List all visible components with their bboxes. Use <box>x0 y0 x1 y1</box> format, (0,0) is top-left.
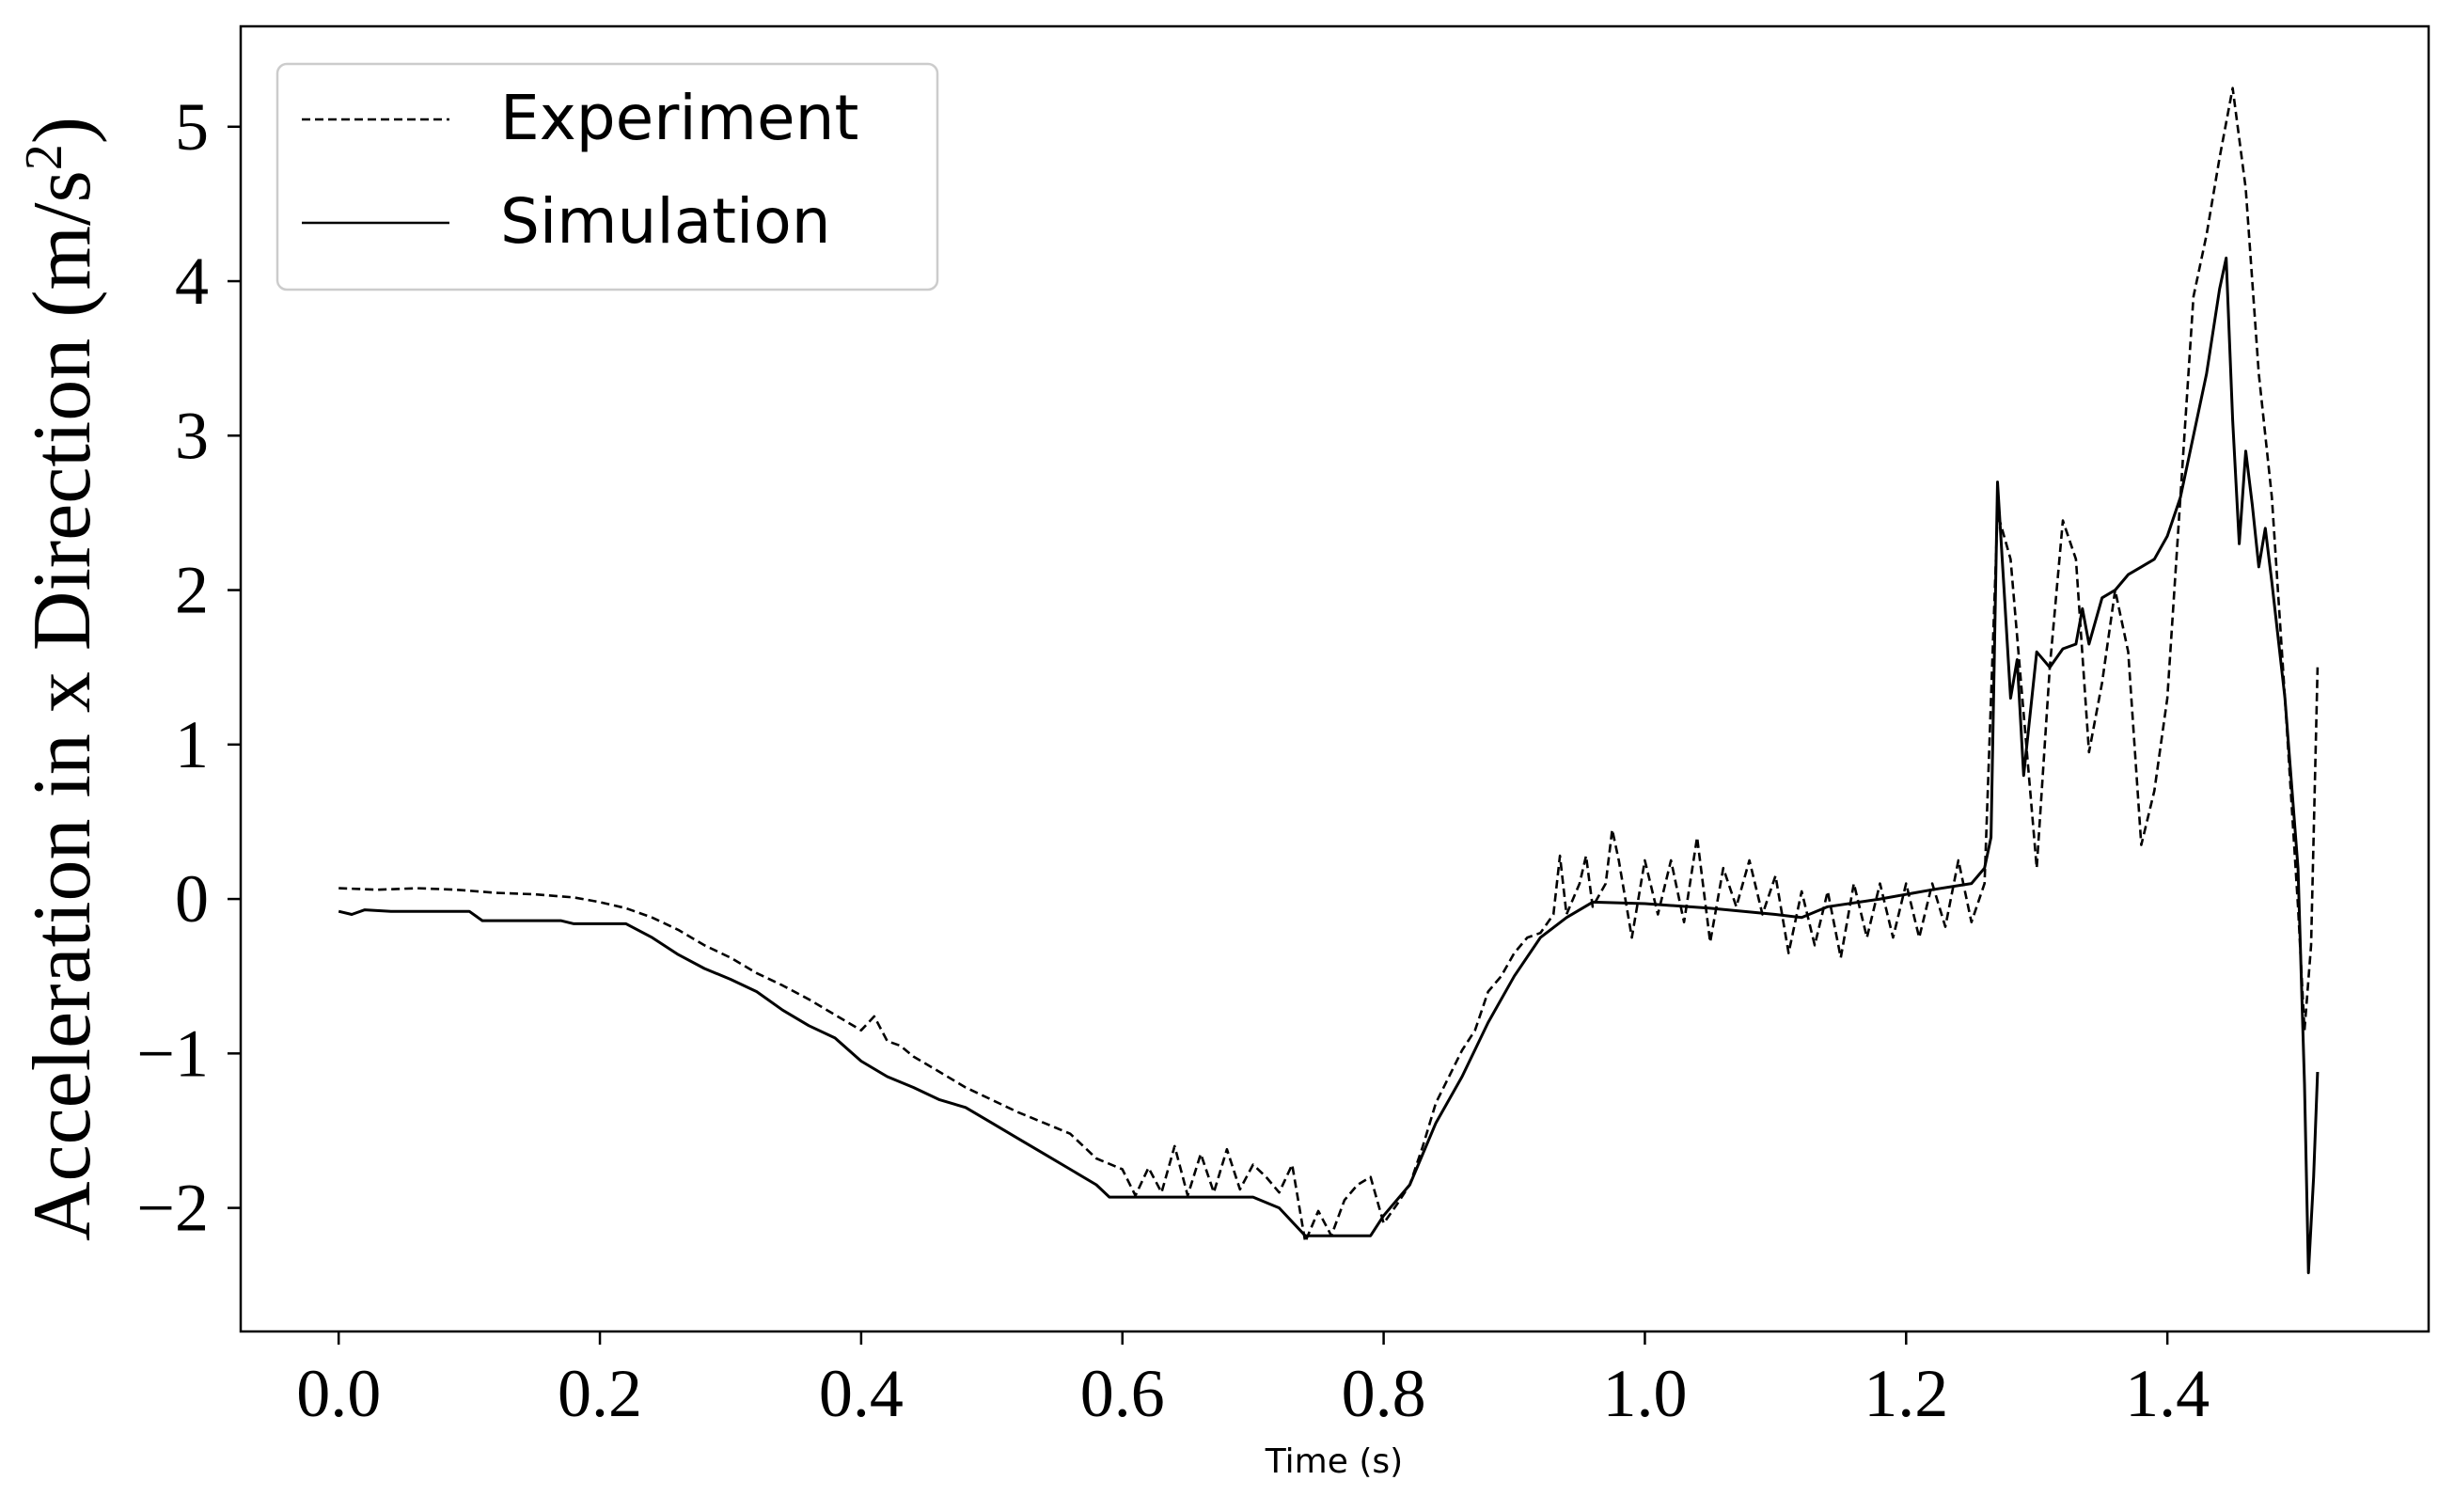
x-tick-label: 0.4 <box>819 1356 904 1431</box>
x-tick-label: 0.0 <box>296 1356 381 1431</box>
y-tick-label: 3 <box>175 398 209 473</box>
series-layer <box>338 87 2320 1275</box>
legend: Experiment Simulation <box>275 62 939 291</box>
y-axis-label-close: ) <box>17 117 108 144</box>
x-tick-label: 0.6 <box>1080 1356 1165 1431</box>
y-tick-label: 4 <box>175 244 209 319</box>
series-experiment-line <box>338 87 2320 1243</box>
x-tick-label: 1.0 <box>1602 1356 1687 1431</box>
y-tick-label: −1 <box>136 1016 209 1091</box>
x-tick-label: 1.4 <box>2125 1356 2210 1431</box>
legend-experiment-label: Experiment <box>500 82 858 154</box>
y-axis-label-superscript: 2 <box>15 144 73 170</box>
y-tick-label: 0 <box>175 861 209 937</box>
y-tick-label: −2 <box>136 1171 209 1246</box>
x-axis-label: Time (s) <box>1265 1442 1403 1481</box>
x-tick-label: 0.8 <box>1342 1356 1426 1431</box>
x-tick-label: 0.2 <box>558 1356 642 1431</box>
y-axis-label-main: Acceleration in x Direction (m/s <box>17 170 108 1241</box>
x-tick-label: 1.2 <box>1864 1356 1948 1431</box>
y-tick-label: 2 <box>175 553 209 628</box>
y-axis-label: Acceleration in x Direction (m/s2) <box>15 117 108 1241</box>
y-axis-ticks: −2 −1 0 1 2 3 4 5 <box>136 89 241 1246</box>
y-tick-label: 1 <box>175 707 209 782</box>
legend-simulation-label: Simulation <box>500 185 831 258</box>
series-simulation-line <box>338 256 2320 1275</box>
y-tick-label: 5 <box>175 89 209 165</box>
legend-box <box>275 62 939 291</box>
plot-frame <box>239 24 2430 1333</box>
x-axis-ticks: 0.0 0.2 0.4 0.6 0.8 1.0 1.2 1.4 <box>296 1331 2210 1431</box>
